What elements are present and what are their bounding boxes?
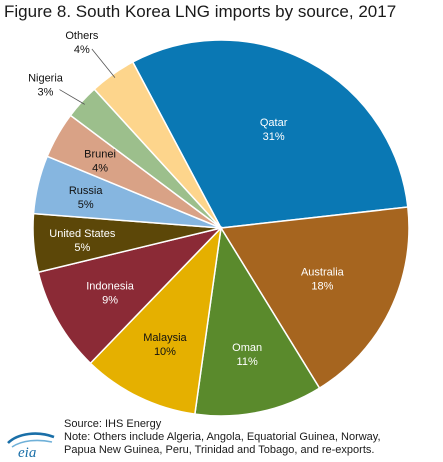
pie-slice-oman <box>193 225 321 417</box>
slice-label-malaysia: Malaysia 10% <box>143 332 187 358</box>
pie-slices <box>32 39 410 417</box>
pie-slice-qatar <box>131 39 409 229</box>
slice-name-indonesia: Indonesia <box>86 281 135 293</box>
pie-slice-australia <box>219 206 410 390</box>
logo-swoosh <box>7 432 55 444</box>
slice-value-russia: 5% <box>78 199 94 211</box>
slice-value-united-states: 5% <box>74 242 90 254</box>
slice-value-qatar: 31% <box>263 131 285 143</box>
slice-name-brunei: Brunei <box>84 148 116 160</box>
slice-name-malaysia: Malaysia <box>143 332 187 344</box>
slice-value-brunei: 4% <box>92 162 108 174</box>
leader-line-others <box>91 48 116 78</box>
slice-label-russia: Russia 5% <box>69 185 104 211</box>
slice-value-indonesia: 9% <box>102 295 118 307</box>
slice-value-nigeria: 3% <box>38 87 54 99</box>
slice-value-australia: 18% <box>311 280 333 292</box>
note-line-1: Note: Others include Algeria, Angola, Eq… <box>64 431 381 443</box>
slice-value-oman: 11% <box>237 356 258 368</box>
slice-label-united-states: United States 5% <box>49 228 116 254</box>
slice-name-others: Others <box>65 30 99 42</box>
slice-value-others: 4% <box>74 44 90 56</box>
slice-label-others: Others 4% <box>65 30 99 56</box>
slice-value-malaysia: 10% <box>154 346 176 358</box>
chart-title: Figure 8. South Korea LNG imports by sou… <box>4 2 397 21</box>
eia-logo: eia <box>7 432 55 459</box>
slice-name-qatar: Qatar <box>260 117 288 129</box>
source-text: Source: IHS Energy <box>64 418 162 430</box>
pie-slice-malaysia <box>89 225 223 416</box>
logo-swoosh-2 <box>11 439 53 448</box>
logo-text: eia <box>18 445 36 459</box>
leader-line-nigeria <box>59 89 85 105</box>
slice-label-indonesia: Indonesia 9% <box>86 281 135 307</box>
slice-name-united-states: United States <box>49 228 116 240</box>
slice-name-australia: Australia <box>301 266 345 278</box>
slice-label-qatar: Qatar 31% <box>260 117 288 143</box>
slice-name-oman: Oman <box>232 342 262 354</box>
slice-label-nigeria: Nigeria 3% <box>28 73 64 99</box>
slice-label-oman: Oman 11% <box>232 342 262 368</box>
slice-labels: Qatar 31% Australia 18% Oman 11% Malaysia 10% In… <box>28 30 345 368</box>
slice-label-australia: Australia 18% <box>301 266 345 292</box>
note-line-2: Papua New Guinea, Peru, Trinidad and Tob… <box>64 444 375 456</box>
slice-name-nigeria: Nigeria <box>28 73 64 85</box>
slice-name-russia: Russia <box>69 185 104 197</box>
slice-label-brunei: Brunei 4% <box>84 148 116 174</box>
chart-footer: Source: IHS Energy Note: Others include … <box>64 418 440 457</box>
leader-lines <box>59 48 116 105</box>
